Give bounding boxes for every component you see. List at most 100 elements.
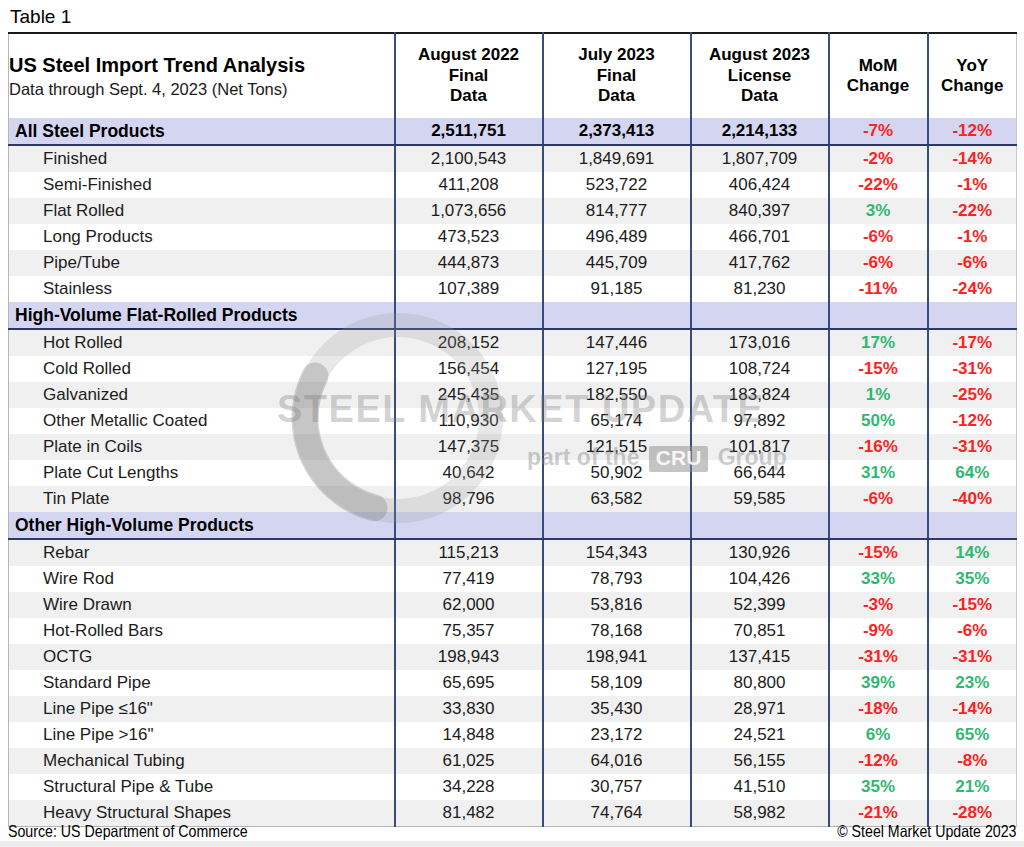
- aug-2022-value: 411,208: [395, 172, 543, 198]
- jul-2023-value: 78,793: [543, 566, 691, 592]
- jul-2023-value: 65,174: [543, 408, 691, 434]
- mom-change-value: 1%: [829, 382, 928, 408]
- mom-change-value: 3%: [829, 198, 928, 224]
- section-value: 2,373,413: [543, 118, 691, 145]
- section-change-value: [829, 302, 928, 329]
- row-label: Other Metallic Coated: [9, 408, 395, 434]
- jul-2023-value: 154,343: [543, 539, 691, 566]
- yoy-change-value: -8%: [928, 748, 1017, 774]
- section-value: [691, 302, 829, 329]
- jul-2023-value: 23,172: [543, 722, 691, 748]
- column-header-1: July 2023FinalData: [543, 33, 691, 118]
- section-change-value: -12%: [928, 118, 1017, 145]
- aug-2022-value: 61,025: [395, 748, 543, 774]
- jul-2023-value: 78,168: [543, 618, 691, 644]
- yoy-change-value: -31%: [928, 644, 1017, 670]
- aug-2023-value: 24,521: [691, 722, 829, 748]
- aug-2023-value: 80,800: [691, 670, 829, 696]
- mom-change-value: -2%: [829, 145, 928, 172]
- table-row: Galvanized245,435182,550183,8241%-25%: [9, 382, 1017, 408]
- aug-2023-value: 52,399: [691, 592, 829, 618]
- section-header-label: High-Volume Flat-Rolled Products: [9, 302, 395, 329]
- mom-change-value: -18%: [829, 696, 928, 722]
- table-row: Flat Rolled1,073,656814,777840,3973%-22%: [9, 198, 1017, 224]
- mom-change-value: 39%: [829, 670, 928, 696]
- table-row: Standard Pipe65,69558,10980,80039%23%: [9, 670, 1017, 696]
- import-data-table: US Steel Import Trend Analysis Data thro…: [8, 32, 1017, 827]
- aug-2022-value: 75,357: [395, 618, 543, 644]
- section-change-value: [829, 512, 928, 539]
- aug-2023-value: 41,510: [691, 774, 829, 800]
- aug-2023-value: 417,762: [691, 250, 829, 276]
- jul-2023-value: 496,489: [543, 224, 691, 250]
- section-value: 2,511,751: [395, 118, 543, 145]
- source-note: Source: US Department of Commerce: [8, 822, 248, 841]
- table-title: US Steel Import Trend Analysis: [9, 53, 394, 78]
- yoy-change-value: 64%: [928, 460, 1017, 486]
- aug-2022-value: 208,152: [395, 329, 543, 356]
- aug-2023-value: 466,701: [691, 224, 829, 250]
- mom-change-value: -15%: [829, 356, 928, 382]
- jul-2023-value: 91,185: [543, 276, 691, 302]
- mom-change-value: -3%: [829, 592, 928, 618]
- yoy-change-value: -24%: [928, 276, 1017, 302]
- aug-2023-value: 1,807,709: [691, 145, 829, 172]
- yoy-change-value: -14%: [928, 696, 1017, 722]
- jul-2023-value: 121,515: [543, 434, 691, 460]
- table-row: Long Products473,523496,489466,701-6%-1%: [9, 224, 1017, 250]
- jul-2023-value: 30,757: [543, 774, 691, 800]
- row-label: Hot-Rolled Bars: [9, 618, 395, 644]
- table-title-cell: US Steel Import Trend Analysis Data thro…: [9, 33, 395, 118]
- yoy-change-value: -6%: [928, 618, 1017, 644]
- aug-2023-value: 59,585: [691, 486, 829, 512]
- yoy-change-value: 35%: [928, 566, 1017, 592]
- aug-2023-value: 56,155: [691, 748, 829, 774]
- jul-2023-value: 63,582: [543, 486, 691, 512]
- yoy-change-value: -40%: [928, 486, 1017, 512]
- section-value: 2,214,133: [691, 118, 829, 145]
- column-header-2: August 2023LicenseData: [691, 33, 829, 118]
- mom-change-value: -12%: [829, 748, 928, 774]
- aug-2023-value: 130,926: [691, 539, 829, 566]
- aug-2023-value: 108,724: [691, 356, 829, 382]
- table-row: Finished2,100,5431,849,6911,807,709-2%-1…: [9, 145, 1017, 172]
- aug-2023-value: 101,817: [691, 434, 829, 460]
- aug-2022-value: 444,873: [395, 250, 543, 276]
- jul-2023-value: 814,777: [543, 198, 691, 224]
- table-number-label: Table 1: [10, 6, 71, 28]
- aug-2022-value: 65,695: [395, 670, 543, 696]
- section-change-value: -7%: [829, 118, 928, 145]
- section-value: [543, 512, 691, 539]
- section-header-row: Other High-Volume Products: [9, 512, 1017, 539]
- row-label: Pipe/Tube: [9, 250, 395, 276]
- aug-2023-value: 104,426: [691, 566, 829, 592]
- row-label: Cold Rolled: [9, 356, 395, 382]
- jul-2023-value: 147,446: [543, 329, 691, 356]
- aug-2023-value: 173,016: [691, 329, 829, 356]
- jul-2023-value: 445,709: [543, 250, 691, 276]
- row-label: Long Products: [9, 224, 395, 250]
- table-row: Tin Plate98,79663,58259,585-6%-40%: [9, 486, 1017, 512]
- table-row: Plate Cut Lengths40,64250,90266,64431%64…: [9, 460, 1017, 486]
- yoy-change-value: -31%: [928, 356, 1017, 382]
- aug-2022-value: 40,642: [395, 460, 543, 486]
- aug-2022-value: 14,848: [395, 722, 543, 748]
- yoy-change-value: -1%: [928, 224, 1017, 250]
- mom-change-value: 6%: [829, 722, 928, 748]
- aug-2023-value: 183,824: [691, 382, 829, 408]
- yoy-change-value: -6%: [928, 250, 1017, 276]
- row-label: Flat Rolled: [9, 198, 395, 224]
- row-label: Mechanical Tubing: [9, 748, 395, 774]
- aug-2022-value: 34,228: [395, 774, 543, 800]
- aug-2023-value: 70,851: [691, 618, 829, 644]
- aug-2022-value: 33,830: [395, 696, 543, 722]
- aug-2023-value: 97,892: [691, 408, 829, 434]
- yoy-change-value: -14%: [928, 145, 1017, 172]
- table-row: Line Pipe >16"14,84823,17224,5216%65%: [9, 722, 1017, 748]
- section-header-row: All Steel Products2,511,7512,373,4132,21…: [9, 118, 1017, 145]
- row-label: Wire Rod: [9, 566, 395, 592]
- section-change-value: [928, 302, 1017, 329]
- jul-2023-value: 50,902: [543, 460, 691, 486]
- mom-change-value: -15%: [829, 539, 928, 566]
- mom-change-value: 31%: [829, 460, 928, 486]
